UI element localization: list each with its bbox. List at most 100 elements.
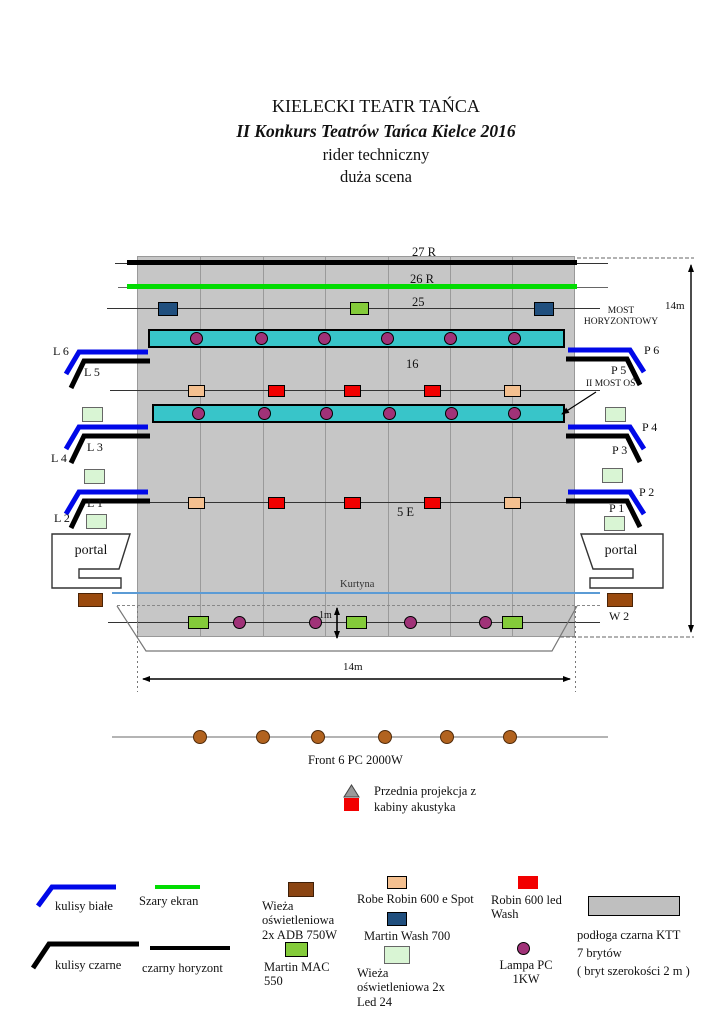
- pc-lamp-icon: [445, 407, 458, 420]
- pc-lamp-icon: [318, 332, 331, 345]
- robin-led-wash-icon: [424, 497, 441, 509]
- martin-wash700-icon: [534, 302, 554, 316]
- wing-label-l4: L 4: [51, 451, 67, 465]
- pipe-26-label: 26 R: [410, 272, 434, 286]
- robin-led-wash-icon: [424, 385, 441, 397]
- legend-pc-lamp-label: Lampa PC 1KW: [499, 958, 553, 987]
- led-tower-icon: [84, 469, 105, 484]
- front-pc-icon: [378, 730, 392, 744]
- robe-robin-spot-icon: [188, 385, 205, 397]
- martin-mac550-icon: [188, 616, 209, 629]
- w2-label: W 2: [609, 609, 630, 623]
- floor-seam: [200, 256, 201, 637]
- legend-czarny-horyzont-label: czarny horyzont: [142, 961, 223, 975]
- apron-dashed-line: [117, 605, 600, 606]
- pipe-16-label: 16: [406, 357, 419, 371]
- pc-lamp-icon: [320, 407, 333, 420]
- pc-lamp-icon: [192, 407, 205, 420]
- robin-led-wash-icon: [268, 497, 285, 509]
- robin-led-wash-icon: [344, 385, 361, 397]
- pc-lamp-icon: [233, 616, 246, 629]
- most-os-bridge: [152, 404, 565, 423]
- wing-label-p6: P 6: [644, 343, 660, 357]
- rider-line: rider techniczny: [322, 145, 430, 164]
- scene-line: duża scena: [340, 167, 412, 186]
- robin-led-wash-icon: [268, 385, 285, 397]
- legend-led-tower-label: Wieża oświetleniowa 2x Led 24: [357, 966, 445, 1009]
- legend-robin-wash-icon: [518, 876, 538, 889]
- front-pc-label: Front 6 PC 2000W: [308, 753, 403, 767]
- legend-kulisy-biale-label: kulisy białe: [55, 899, 113, 913]
- front-pc-icon: [311, 730, 325, 744]
- stage-floor: [137, 256, 575, 637]
- dim-1m-label: 1m: [319, 610, 332, 621]
- pipe-5e-label: 5 E: [397, 505, 415, 519]
- front-pc-icon: [503, 730, 517, 744]
- wing-label-p1: P 1: [609, 501, 625, 515]
- wing-right-pair-2: [566, 424, 647, 464]
- robe-robin-spot-icon: [504, 385, 521, 397]
- wing-label-l3: L 3: [87, 440, 103, 454]
- pipe-27-label: 27 R: [412, 245, 436, 259]
- legend-adb-tower-icon: [288, 882, 314, 897]
- robe-robin-spot-icon: [504, 497, 521, 509]
- legend-szary-ekran-label: Szary ekran: [139, 894, 199, 908]
- floor-seam: [325, 256, 326, 637]
- legend-robin-wash-label: Robin 600 led Wash: [491, 893, 562, 922]
- pc-lamp-icon: [190, 332, 203, 345]
- martin-mac550-icon: [350, 302, 369, 315]
- floor-seam: [512, 256, 513, 637]
- szary-ekran-bar: [127, 284, 577, 289]
- adb-tower-icon: [607, 593, 633, 607]
- wing-label-p2: P 2: [639, 485, 655, 499]
- adb-tower-icon: [78, 593, 103, 607]
- dim-14m-vertical-label: 14m: [665, 300, 685, 312]
- kurtyna-label: Kurtyna: [340, 579, 375, 590]
- legend-robe-spot-label: Robe Robin 600 e Spot: [357, 892, 474, 906]
- martin-mac550-icon: [346, 616, 367, 629]
- dim-14m-horizontal-label: 14m: [343, 661, 363, 673]
- floor-seam: [388, 256, 389, 637]
- martin-mac550-icon: [502, 616, 523, 629]
- wing-label-p4: P 4: [642, 420, 658, 434]
- led-tower-icon: [86, 514, 107, 529]
- legend-mac550-label: Martin MAC 550: [264, 960, 330, 989]
- portal-left-label: portal: [74, 543, 108, 558]
- pc-lamp-icon: [258, 407, 271, 420]
- most-horyzontowy-label: MOST HORYZONTOWY: [583, 306, 659, 327]
- legend-floor-icon: [588, 896, 680, 916]
- page-title: KIELECKI TEATR TAŃCA: [272, 96, 480, 116]
- legend-adb-tower-label: Wieża oświetleniowa 2x ADB 750W: [262, 899, 337, 942]
- led-tower-icon: [604, 516, 625, 531]
- szary-ekran-symbol: [155, 885, 200, 889]
- kurtyna-line: [112, 592, 600, 594]
- projection-label-line1: Przednia projekcja z: [374, 784, 477, 798]
- legend-led-tower-icon: [384, 946, 410, 964]
- projection-triangle-icon: [343, 784, 360, 798]
- pc-lamp-icon: [508, 407, 521, 420]
- most-os-label: II MOST OŚ: [586, 379, 636, 389]
- robin-led-wash-icon: [344, 497, 361, 509]
- led-tower-icon: [602, 468, 623, 483]
- legend-kulisy-czarne-label: kulisy czarne: [55, 958, 122, 972]
- legend-floor-label-line1: podłoga czarna KTT: [577, 928, 681, 942]
- wing-label-l2: L 2: [54, 511, 70, 525]
- pc-lamp-icon: [255, 332, 268, 345]
- pc-lamp-icon: [479, 616, 492, 629]
- pc-lamp-icon: [383, 407, 396, 420]
- portal-right-label: portal: [604, 543, 638, 558]
- pc-lamp-icon: [381, 332, 394, 345]
- wing-label-l5: L 5: [84, 365, 100, 379]
- legend-pc-lamp-icon: [517, 942, 530, 955]
- led-tower-icon: [605, 407, 626, 422]
- czarny-horyzont-bar: [127, 260, 577, 265]
- legend-floor-label-line3: ( bryt szerokości 2 m ): [577, 964, 690, 978]
- wing-label-p3: P 3: [612, 443, 628, 457]
- projection-label-line2: kabiny akustyka: [374, 800, 456, 814]
- front-pc-icon: [193, 730, 207, 744]
- most-horyzontowy-bridge: [148, 329, 565, 348]
- floor-seam: [450, 256, 451, 637]
- led-tower-icon: [82, 407, 103, 422]
- legend-wash700-label: Martin Wash 700: [364, 929, 451, 943]
